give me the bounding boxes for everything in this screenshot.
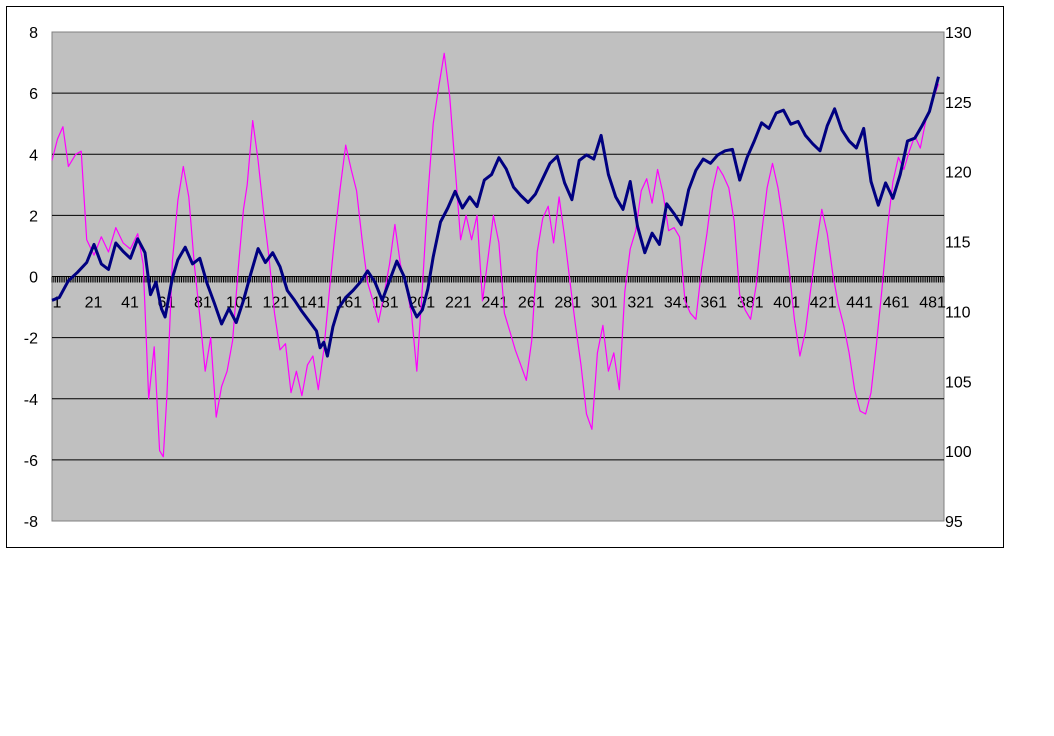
left-tick-label: -4	[24, 392, 38, 409]
right-tick-label: 130	[945, 25, 972, 42]
x-tick-label: 381	[737, 295, 764, 312]
x-tick-label: 221	[445, 295, 472, 312]
right-tick-label: 120	[945, 165, 972, 182]
x-tick-label: 161	[336, 295, 363, 312]
x-tick-label: 121	[263, 295, 290, 312]
right-tick-label: 125	[945, 95, 972, 112]
series-line-navy	[51, 76, 940, 358]
left-tick-label: -8	[24, 514, 38, 531]
x-tick-label: 361	[700, 295, 727, 312]
left-tick-label: -6	[24, 453, 38, 470]
x-tick-label: 81	[194, 295, 212, 312]
right-axis-ticks: 95 100 105 110 115 120 125 130	[945, 25, 972, 531]
x-tick-label: 141	[299, 295, 326, 312]
right-tick-label: 110	[945, 304, 971, 321]
x-tick-label: 1	[53, 295, 62, 312]
left-tick-label: 4	[29, 147, 38, 164]
series-line-magenta	[51, 52, 940, 458]
x-tick-label: 481	[919, 295, 946, 312]
x-tick-label: 281	[554, 295, 581, 312]
x-tick-label: 101	[226, 295, 253, 312]
left-tick-label: 6	[29, 86, 38, 103]
x-tick-labels: 1 21 41 61 81 101 121 141 161 181 201 221 241 261 281 3…	[53, 295, 946, 312]
series-lines	[51, 52, 940, 458]
left-axis-ticks: -8 -6 -4 -2 0 2 4 6 8	[24, 25, 38, 531]
x-tick-label: 341	[664, 295, 691, 312]
x-tick-label: 181	[372, 295, 399, 312]
x-tick-label: 441	[846, 295, 873, 312]
x-tick-label: 461	[883, 295, 910, 312]
x-tick-label: 241	[481, 295, 508, 312]
x-tick-label: 41	[121, 295, 139, 312]
left-tick-label: -2	[24, 331, 38, 348]
x-tick-label: 401	[773, 295, 800, 312]
x-tick-label: 421	[810, 295, 837, 312]
left-tick-label: 2	[29, 208, 38, 225]
right-tick-label: 100	[945, 444, 972, 461]
x-axis	[51, 276, 945, 283]
right-tick-label: 95	[945, 514, 963, 531]
right-tick-label: 115	[945, 235, 971, 252]
x-tick-label: 261	[518, 295, 545, 312]
left-tick-label: 0	[29, 270, 38, 287]
x-tick-label: 21	[85, 295, 103, 312]
x-tick-label: 301	[591, 295, 618, 312]
right-tick-label: 105	[945, 374, 972, 391]
x-tick-label: 321	[627, 295, 654, 312]
left-tick-label: 8	[29, 25, 38, 42]
